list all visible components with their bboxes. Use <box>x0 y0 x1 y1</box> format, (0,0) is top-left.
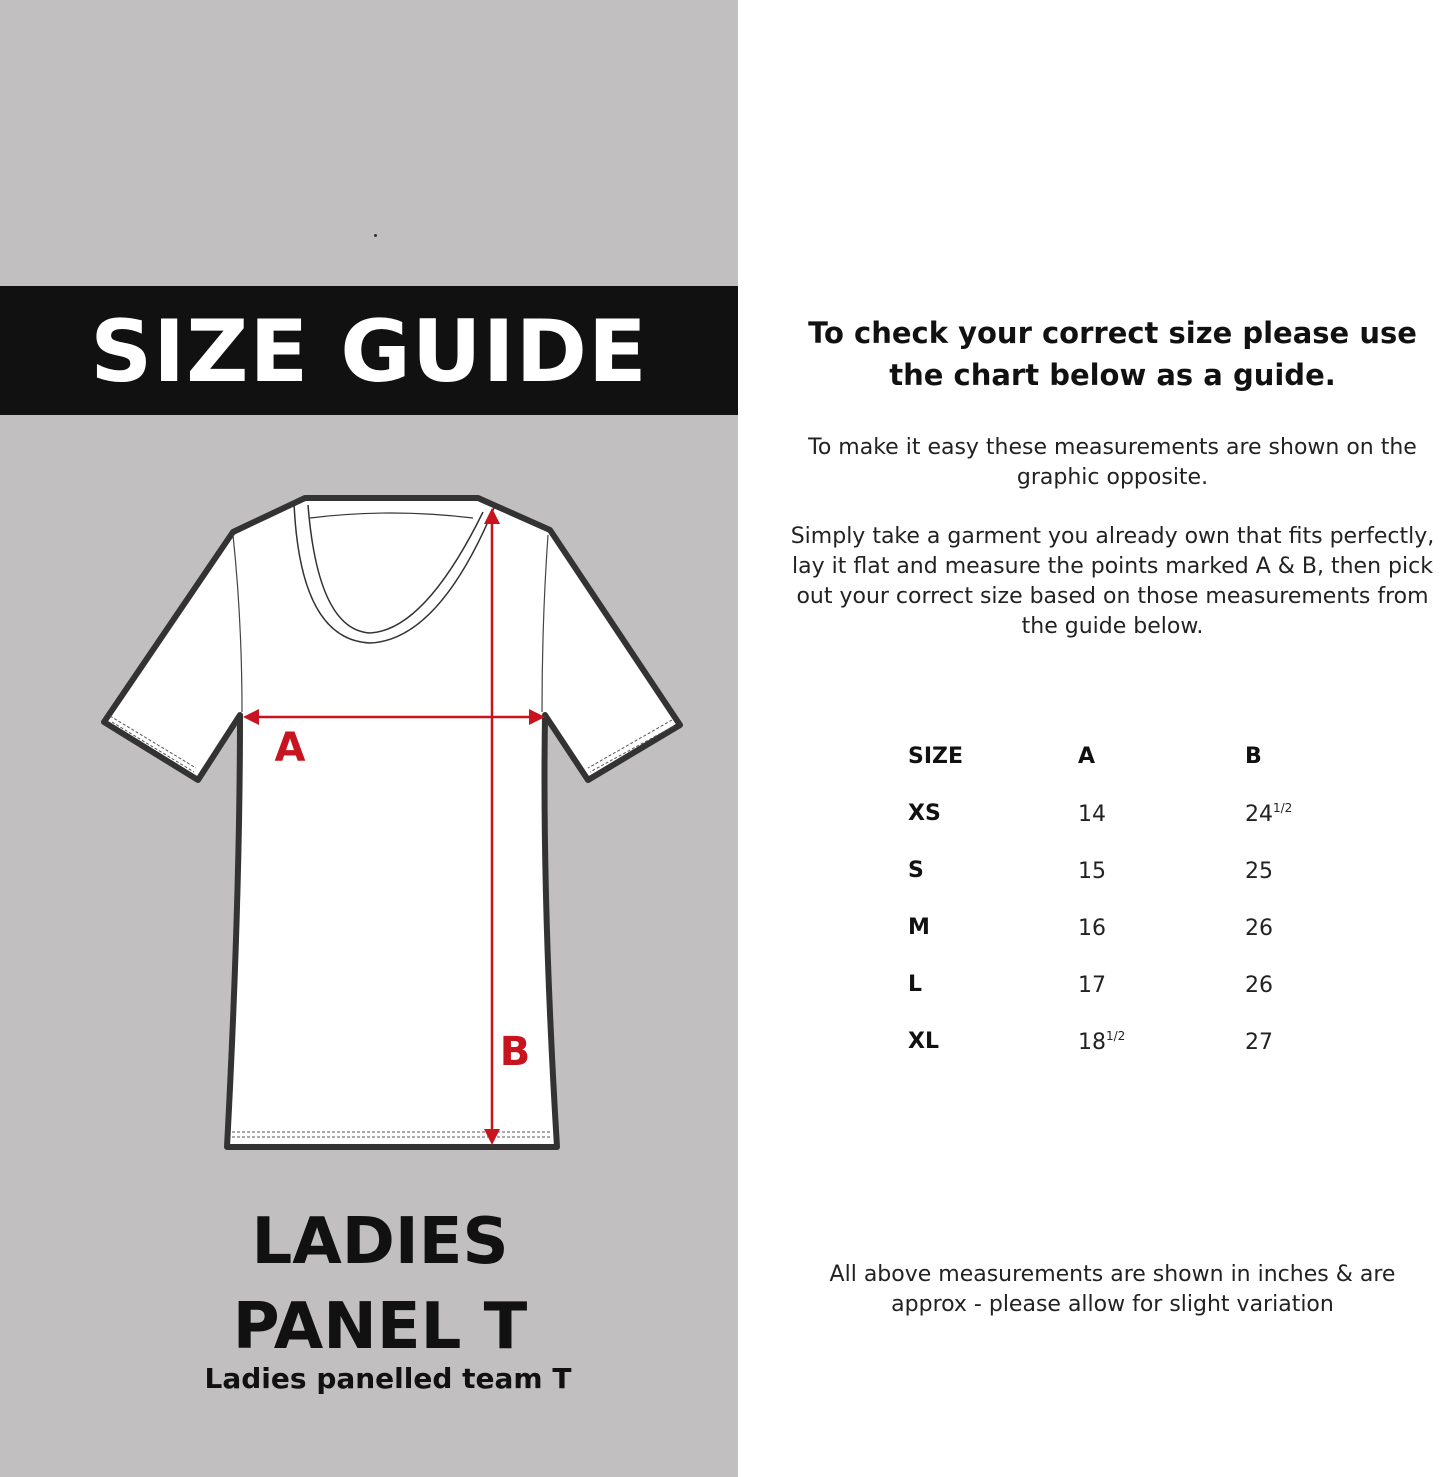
header-b: B <box>1245 744 1262 769</box>
a-cell: 16 <box>1078 915 1106 941</box>
a-cell-value: 17 <box>1078 973 1106 998</box>
cuff-stitch-left <box>109 715 197 773</box>
cuff-stitch-right <box>587 719 675 773</box>
size-cell: M <box>908 915 930 940</box>
size-cell-value: M <box>908 915 930 940</box>
title-band: SIZE GUIDE <box>0 286 738 415</box>
label-b: B <box>500 1029 531 1075</box>
dot-mark <box>374 234 377 237</box>
intro-heading: To check your correct size please use th… <box>808 316 1417 392</box>
seam-left <box>232 534 243 713</box>
a-cell: 17 <box>1078 972 1106 998</box>
neckline-outer <box>293 502 497 644</box>
a-cell-value: 14 <box>1078 802 1106 827</box>
b-cell: 26 <box>1245 972 1273 998</box>
size-cell-value: S <box>908 858 924 883</box>
a-cell-fraction: 1/2 <box>1106 1029 1126 1043</box>
page-title: SIZE GUIDE <box>90 302 648 402</box>
intro-paragraph-2: Simply take a garment you already own th… <box>790 524 1435 639</box>
b-cell: 241/2 <box>1245 801 1292 827</box>
arrow-b <box>484 508 500 1145</box>
hem-stitch <box>232 1131 552 1138</box>
tshirt-outline <box>101 495 683 1150</box>
b-cell-fraction: 1/2 <box>1273 801 1293 815</box>
size-cell: XL <box>908 1029 939 1054</box>
size-cell: S <box>908 858 924 883</box>
product-name-line2: PANEL T <box>232 1290 528 1364</box>
size-cell-value: L <box>908 972 923 997</box>
neckline-inner <box>307 504 484 634</box>
a-cell-value: 16 <box>1078 916 1106 941</box>
header-size: SIZE <box>908 744 964 769</box>
footnote: All above measurements are shown in inch… <box>829 1262 1396 1317</box>
b-cell-value: 25 <box>1245 859 1273 884</box>
a-cell-value: 18 <box>1078 1030 1106 1055</box>
a-cell: 181/2 <box>1078 1029 1125 1055</box>
b-cell: 25 <box>1245 858 1273 884</box>
b-cell: 27 <box>1245 1029 1273 1055</box>
size-cell-value: XS <box>908 801 941 826</box>
product-subtitle: Ladies panelled team T <box>204 1362 572 1395</box>
intro-paragraph-1: To make it easy these measurements are s… <box>808 435 1417 490</box>
tshirt-diagram: A B <box>101 495 683 1150</box>
b-cell-value: 27 <box>1245 1030 1273 1055</box>
size-cell: XS <box>908 801 941 826</box>
a-cell-value: 15 <box>1078 859 1106 884</box>
a-cell: 15 <box>1078 858 1106 884</box>
size-cell: L <box>908 972 922 997</box>
product-name-line1: LADIES <box>251 1205 509 1279</box>
neck-back <box>309 512 474 519</box>
b-cell-value: 26 <box>1245 916 1273 941</box>
size-cell-value: XL <box>908 1029 939 1054</box>
a-cell: 14 <box>1078 801 1106 827</box>
header-a: A <box>1078 744 1096 769</box>
seam-right <box>541 534 549 713</box>
arrow-a <box>243 709 545 725</box>
b-cell-value: 26 <box>1245 973 1273 998</box>
b-cell: 26 <box>1245 915 1273 941</box>
b-cell-value: 24 <box>1245 802 1273 827</box>
label-a: A <box>275 725 306 771</box>
